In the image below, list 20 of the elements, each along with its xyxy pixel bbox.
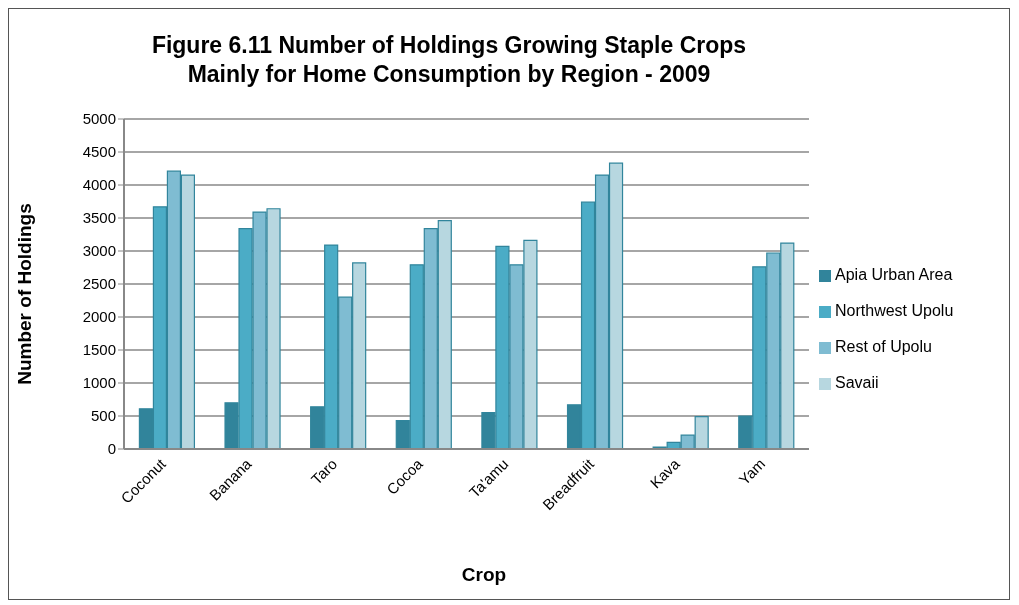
legend-label: Savaii	[835, 374, 879, 391]
y-tick-label: 1000	[82, 374, 116, 392]
chart-title: Figure 6.11 Number of Holdings Growing Staple Crops Mainly for Home Consumption by Region - 2009	[150, 31, 748, 89]
legend-label: Northwest Upolu	[835, 302, 954, 319]
y-axis-title: Number of Holdings	[14, 203, 36, 385]
x-tick-label: Yam	[735, 455, 769, 489]
x-tick-label: Taro	[307, 455, 341, 488]
legend-label: Apia Urban Area	[835, 266, 953, 283]
y-tick-label: 0	[107, 440, 116, 458]
x-axis-title: Crop	[460, 564, 508, 586]
legend-label: Rest of Upolu	[835, 338, 932, 355]
y-tick-label: 3500	[82, 209, 116, 227]
y-tick-label: 5000	[82, 110, 116, 128]
y-tick-label: 4500	[82, 143, 116, 161]
y-tick-label: 4000	[82, 176, 116, 194]
y-tick-label: 500	[90, 407, 116, 425]
y-tick-label: 1500	[82, 341, 116, 359]
y-tick-label: 2000	[82, 308, 116, 326]
y-tick-label: 2500	[82, 275, 116, 293]
y-tick-label: 3000	[82, 242, 116, 260]
